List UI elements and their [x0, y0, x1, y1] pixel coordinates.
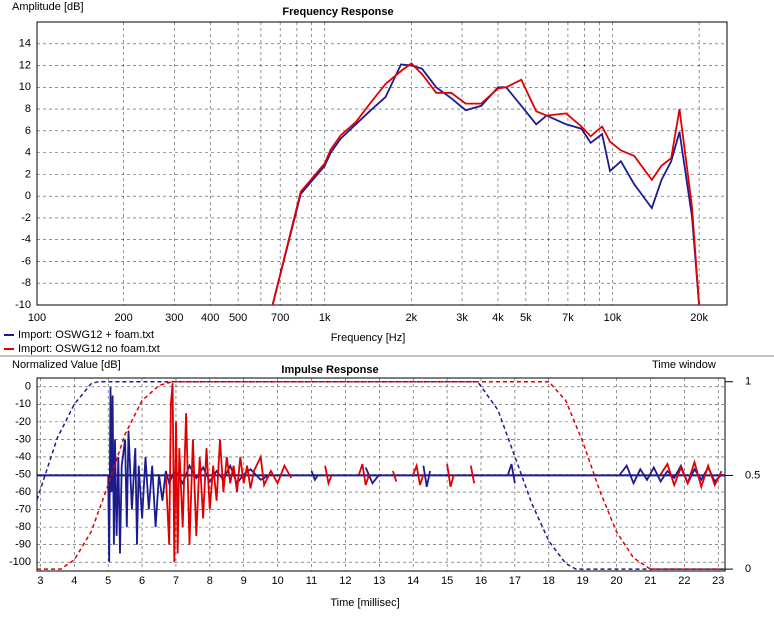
y-tick-label: -8 — [21, 277, 31, 289]
y-tick-label: -30 — [15, 433, 31, 445]
x-tick-label: 4 — [71, 575, 77, 587]
y-tick-label: 14 — [19, 38, 31, 50]
x-tick-label: 5 — [105, 575, 111, 587]
series-line — [164, 383, 723, 563]
y-tick-label: 4 — [25, 147, 31, 159]
x-tick-label: 17 — [509, 575, 521, 587]
legend-label: Import: OSWG12 + foam.txt — [18, 329, 154, 341]
x-tick-label: 20 — [610, 575, 622, 587]
y-tick-label: -90 — [15, 539, 31, 551]
x-tick-label: 400 — [201, 312, 219, 324]
x-tick-label: 7 — [173, 575, 179, 587]
y-tick-label: 6 — [25, 125, 31, 137]
x-tick-label: 4k — [492, 312, 504, 324]
y2-axis-title: Time window — [652, 359, 716, 371]
x-tick-label: 200 — [114, 312, 132, 324]
y-axis-title: Normalized Value [dB] — [12, 359, 121, 371]
x-tick-label: 5k — [520, 312, 532, 324]
y-tick-label: -20 — [15, 416, 31, 428]
x-tick-label: 16 — [475, 575, 487, 587]
y-tick-label: 8 — [25, 103, 31, 115]
x-tick-label: 7k — [562, 312, 574, 324]
x-tick-label: 15 — [441, 575, 453, 587]
y-tick-label: -50 — [15, 468, 31, 480]
x-tick-label: 1k — [319, 312, 331, 324]
legend-label: Import: OSWG12 no foam.txt — [18, 343, 160, 355]
y-tick-label: -70 — [15, 503, 31, 515]
x-tick-label: 300 — [165, 312, 183, 324]
x-tick-label: 14 — [407, 575, 419, 587]
y-tick-label: -2 — [21, 212, 31, 224]
x-tick-label: 8 — [207, 575, 213, 587]
x-tick-label: 18 — [543, 575, 555, 587]
y-tick-label: 2 — [25, 168, 31, 180]
y-tick-label: -10 — [15, 299, 31, 311]
x-axis-title: Frequency [Hz] — [331, 332, 406, 344]
x-tick-label: 9 — [241, 575, 247, 587]
y-tick-label: -6 — [21, 255, 31, 267]
y-axis-title: Amplitude [dB] — [12, 1, 84, 13]
plot-area — [36, 21, 728, 306]
x-tick-label: 6 — [139, 575, 145, 587]
y-tick-label: 12 — [19, 59, 31, 71]
x-axis-title: Time [millisec] — [330, 597, 399, 609]
x-tick-label: 10k — [604, 312, 622, 324]
y-tick-label: 10 — [19, 81, 31, 93]
x-tick-label: 19 — [577, 575, 589, 587]
series-line — [271, 62, 700, 306]
x-tick-label: 2k — [406, 312, 418, 324]
x-tick-label: 11 — [306, 575, 317, 587]
y-tick-label: -60 — [15, 486, 31, 498]
chart-title: Frequency Response — [282, 6, 393, 18]
x-tick-label: 3k — [456, 312, 468, 324]
x-tick-label: 500 — [229, 312, 247, 324]
y-tick-label: -40 — [15, 451, 31, 463]
y-tick-label: -80 — [15, 521, 31, 533]
x-tick-label: 12 — [339, 575, 351, 587]
x-tick-label: 100 — [28, 312, 46, 324]
x-tick-label: 23 — [712, 575, 724, 587]
series-line — [107, 386, 723, 563]
y-tick-label: 0 — [25, 381, 31, 393]
x-tick-label: 22 — [678, 575, 690, 587]
y2-tick-label: 1 — [745, 376, 751, 388]
x-tick-label: 3 — [37, 575, 43, 587]
x-tick-label: 13 — [373, 575, 385, 587]
x-tick-label: 21 — [644, 575, 656, 587]
x-tick-label: 10 — [272, 575, 284, 587]
y2-tick-label: 0.5 — [745, 469, 760, 481]
y-tick-label: -100 — [9, 556, 31, 568]
x-tick-label: 20k — [690, 312, 708, 324]
x-tick-label: 700 — [271, 312, 289, 324]
y-tick-label: -10 — [15, 398, 31, 410]
y2-tick-label: 0 — [745, 563, 751, 575]
y-tick-label: -4 — [21, 234, 31, 246]
chart-title: Impulse Response — [281, 364, 378, 376]
y-tick-label: 0 — [25, 190, 31, 202]
